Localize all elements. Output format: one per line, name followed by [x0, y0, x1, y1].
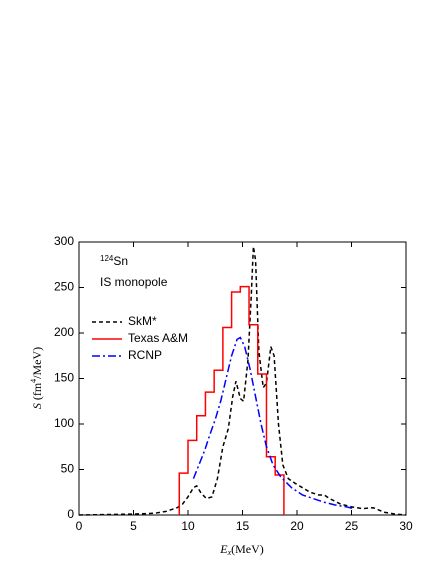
line: [192, 336, 354, 510]
annotation-isotope: 124Sn: [100, 254, 128, 268]
y-axis-label: S (fm4/MeV): [29, 347, 44, 409]
x-tick-label: 5: [130, 519, 137, 533]
y-tick-label: 100: [54, 416, 74, 430]
y-tick-label: 200: [54, 325, 74, 339]
annotation: IS monopole: [100, 275, 168, 289]
y-tick-label: 300: [54, 234, 74, 248]
y-label-unit-end: /MeV): [30, 347, 44, 379]
legend-label: Texas A&M: [128, 331, 188, 345]
x-label-unit: (MeV): [231, 542, 264, 556]
histogram: [178, 285, 285, 515]
y-tick-label: 150: [54, 371, 74, 385]
y-label-main: S: [30, 403, 44, 409]
x-tick-label: 25: [345, 519, 359, 533]
y-tick-label: 0: [67, 507, 74, 521]
y-tick-label: 250: [54, 280, 74, 294]
x-label-main: E: [219, 542, 228, 556]
legend-label: SkM*: [128, 314, 157, 328]
legend-label: RCNP: [128, 348, 162, 362]
x-label-sub: x: [227, 548, 232, 557]
x-tick-label: 0: [76, 519, 83, 533]
x-tick-label: 15: [236, 519, 250, 533]
isotope-symbol: Sn: [113, 254, 128, 268]
y-label-sup: 4: [29, 379, 38, 383]
isotope-mass: 124: [100, 254, 114, 263]
x-tick-label: 30: [399, 519, 413, 533]
y-label-unit: (fm: [30, 382, 44, 400]
x-axis-label: Ex(MeV): [219, 542, 264, 557]
y-tick-label: 50: [61, 462, 75, 476]
x-tick-label: 10: [181, 519, 195, 533]
x-tick-label: 20: [290, 519, 304, 533]
